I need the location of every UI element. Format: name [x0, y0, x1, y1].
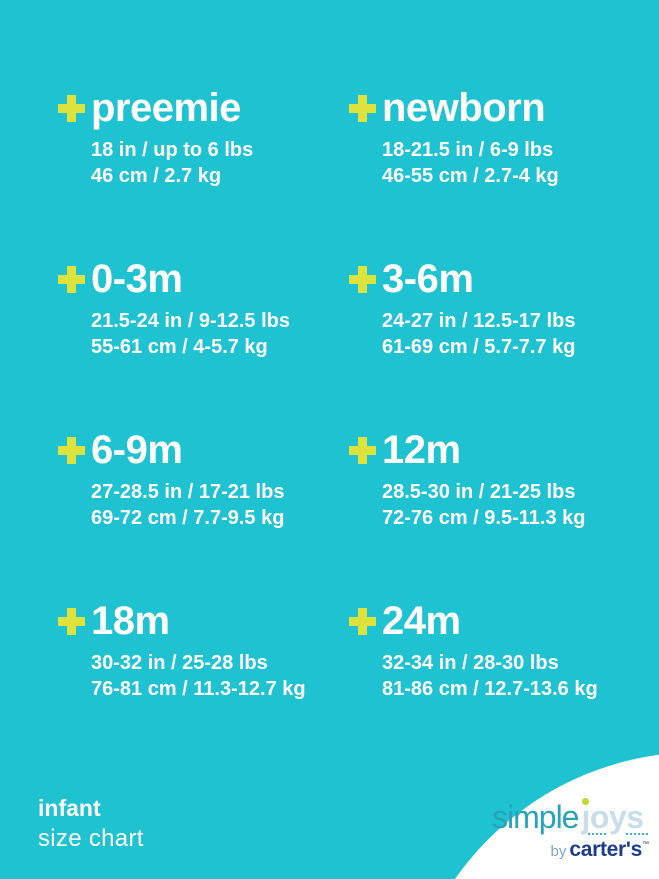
plus-icon [349, 436, 376, 464]
size-entry: 24m 32-34 in / 28-30 lbs 81-86 cm / 12.7… [349, 597, 640, 768]
stitch-dots-right-icon [626, 833, 648, 835]
plus-icon [58, 607, 85, 635]
size-entry: preemie 18 in / up to 6 lbs 46 cm / 2.7 … [58, 84, 349, 255]
stitch-dots-left-icon [588, 833, 606, 835]
size-label: 3-6m [382, 256, 474, 301]
size-entry: 12m 28.5-30 in / 21-25 lbs 72-76 cm / 9.… [349, 426, 640, 597]
brand-joys-text: joys [581, 798, 644, 835]
size-title-row: 18m [58, 597, 349, 645]
size-label: 18m [91, 598, 170, 643]
size-metric-range: 76-81 cm / 11.3-12.7 kg [91, 678, 306, 700]
brand-logo: simplejoys by carter's™ [492, 798, 654, 862]
size-imperial-range: 32-34 in / 28-30 lbs [382, 652, 559, 674]
size-label: 6-9m [91, 427, 183, 472]
size-title-row: 12m [349, 426, 640, 474]
size-entry: 0-3m 21.5-24 in / 9-12.5 lbs 55-61 cm / … [58, 255, 349, 426]
brand-byline: by carter's™ [492, 838, 654, 862]
size-metric-range: 69-72 cm / 7.7-9.5 kg [91, 507, 285, 529]
size-imperial-range: 21.5-24 in / 9-12.5 lbs [91, 310, 290, 332]
brand-by-text: by [550, 843, 567, 860]
size-title-row: 3-6m [349, 255, 640, 303]
footer-category-label: infant [38, 795, 101, 821]
size-title-row: newborn [349, 84, 640, 132]
size-imperial-range: 18 in / up to 6 lbs [91, 139, 254, 161]
brand-joys-word: joys [581, 799, 644, 835]
joys-dot-icon [582, 798, 590, 805]
size-entry: 3-6m 24-27 in / 12.5-17 lbs 61-69 cm / 5… [349, 255, 640, 426]
size-entry: 18m 30-32 in / 25-28 lbs 76-81 cm / 11.3… [58, 597, 349, 768]
plus-icon [349, 265, 376, 293]
size-imperial-range: 30-32 in / 25-28 lbs [91, 652, 268, 674]
size-imperial-range: 28.5-30 in / 21-25 lbs [382, 481, 576, 503]
size-label: preemie [91, 85, 241, 130]
size-entry: newborn 18-21.5 in / 6-9 lbs 46-55 cm / … [349, 84, 640, 255]
footer: infant size chart [38, 795, 144, 853]
size-grid: preemie 18 in / up to 6 lbs 46 cm / 2.7 … [58, 84, 640, 768]
size-title-row: 0-3m [58, 255, 349, 303]
size-metric-range: 72-76 cm / 9.5-11.3 kg [382, 507, 586, 529]
size-title-row: 24m [349, 597, 640, 645]
footer-subtitle-label: size chart [38, 825, 144, 852]
plus-icon [58, 265, 85, 293]
size-imperial-range: 24-27 in / 12.5-17 lbs [382, 310, 576, 332]
brand-wordmark: simplejoys [492, 798, 654, 835]
brand-carters-text: carter's [569, 838, 642, 861]
joys-dot-cover [581, 802, 591, 810]
size-title-row: preemie [58, 84, 349, 132]
plus-icon [349, 607, 376, 635]
size-entry: 6-9m 27-28.5 in / 17-21 lbs 69-72 cm / 7… [58, 426, 349, 597]
size-metric-range: 46 cm / 2.7 kg [91, 165, 222, 187]
plus-icon [58, 436, 85, 464]
plus-icon [58, 94, 85, 122]
size-imperial-range: 27-28.5 in / 17-21 lbs [91, 481, 285, 503]
size-label: 24m [382, 598, 461, 643]
size-title-row: 6-9m [58, 426, 349, 474]
size-metric-range: 81-86 cm / 12.7-13.6 kg [382, 678, 598, 700]
size-metric-range: 46-55 cm / 2.7-4 kg [382, 165, 559, 187]
size-metric-range: 61-69 cm / 5.7-7.7 kg [382, 336, 576, 358]
size-label: 0-3m [91, 256, 183, 301]
size-label: newborn [382, 85, 546, 130]
brand-simple-text: simple [492, 799, 579, 835]
size-metric-range: 55-61 cm / 4-5.7 kg [91, 336, 268, 358]
size-label: 12m [382, 427, 461, 472]
trademark-mark: ™ [642, 841, 649, 848]
plus-icon [349, 94, 376, 122]
size-imperial-range: 18-21.5 in / 6-9 lbs [382, 139, 554, 161]
